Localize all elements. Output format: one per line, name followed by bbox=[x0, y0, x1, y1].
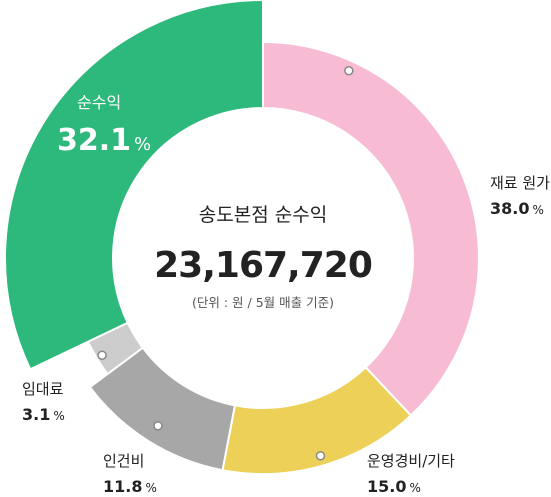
value-인건비: 11.8% bbox=[103, 477, 157, 496]
value-number-인건비: 11.8 bbox=[103, 477, 142, 496]
value-number-순수익: 32.1 bbox=[57, 123, 131, 158]
value-unit-운영경비-기타: % bbox=[409, 481, 420, 495]
value-number-임대료: 3.1 bbox=[22, 405, 50, 424]
slice-인건비 bbox=[88, 346, 237, 472]
value-number-재료-원가: 38.0 bbox=[490, 199, 529, 218]
value-재료-원가: 38.0% bbox=[490, 199, 544, 218]
label-markers bbox=[97, 65, 354, 461]
value-순수익: 32.1% bbox=[57, 123, 151, 158]
slice-재료-원가 bbox=[262, 40, 480, 417]
marker-운영경비-기타 bbox=[315, 451, 326, 461]
label-인건비: 인건비 bbox=[103, 452, 144, 470]
center-title: 송도본점 순수익 bbox=[199, 204, 327, 226]
value-unit-순수익: % bbox=[134, 134, 151, 155]
label-재료-원가: 재료 원가 bbox=[490, 174, 550, 192]
slice-순수익 bbox=[4, 0, 264, 371]
label-순수익: 순수익 bbox=[77, 93, 121, 112]
donut-slices bbox=[4, 0, 480, 475]
marker-인건비 bbox=[153, 421, 163, 431]
value-임대료: 3.1% bbox=[22, 405, 65, 424]
center-value: 23,167,720 bbox=[154, 245, 372, 286]
value-unit-임대료: % bbox=[53, 409, 64, 423]
center-note: (단위 : 원 / 5월 매출 기준) bbox=[192, 295, 334, 310]
value-number-운영경비-기타: 15.0 bbox=[367, 477, 406, 496]
value-운영경비-기타: 15.0% bbox=[367, 477, 421, 496]
label-임대료: 임대료 bbox=[22, 380, 64, 398]
marker-재료-원가 bbox=[344, 65, 354, 76]
value-unit-인건비: % bbox=[145, 481, 156, 495]
value-unit-재료-원가: % bbox=[532, 203, 543, 217]
label-운영경비-기타: 운영경비/기타 bbox=[367, 452, 455, 470]
marker-임대료 bbox=[97, 350, 107, 360]
